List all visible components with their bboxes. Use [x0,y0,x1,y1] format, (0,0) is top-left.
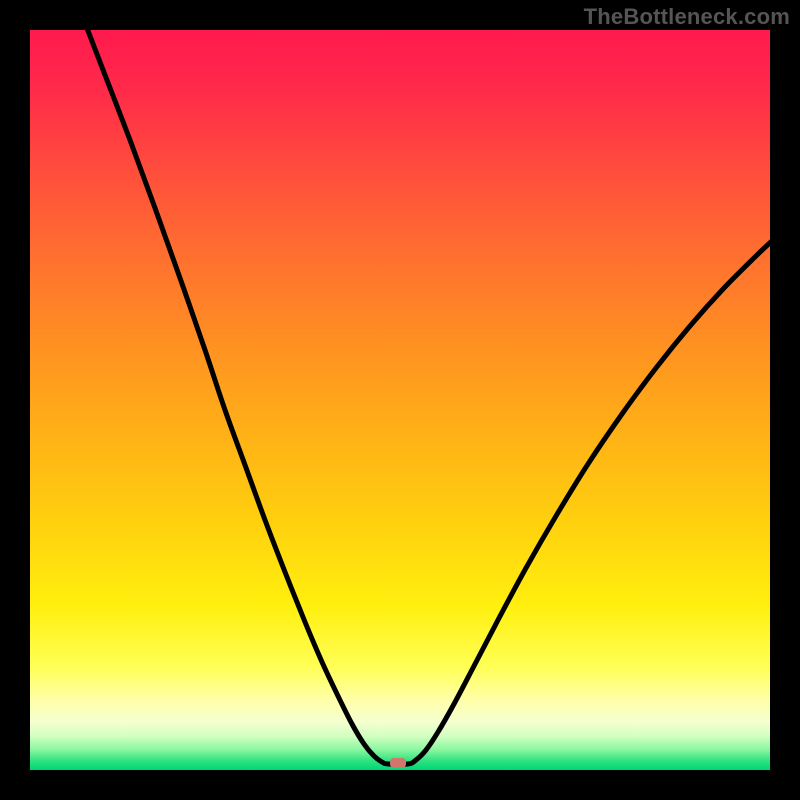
bottleneck-curve [80,30,770,764]
watermark-text: TheBottleneck.com [584,4,790,30]
chart-container: TheBottleneck.com [0,0,800,800]
minimum-marker [390,758,406,768]
plot-area [30,30,770,770]
bottleneck-curve-svg [30,30,770,770]
